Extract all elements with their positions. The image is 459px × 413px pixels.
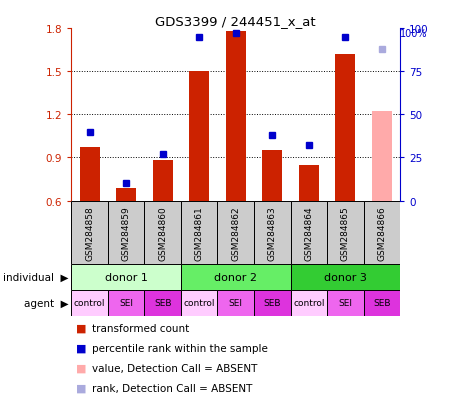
Text: control: control: [73, 299, 105, 308]
Text: ■: ■: [76, 363, 86, 373]
Text: individual  ▶: individual ▶: [4, 272, 69, 282]
Bar: [335, 55, 355, 201]
Bar: [180, 201, 217, 264]
Bar: [144, 290, 180, 316]
Bar: [253, 290, 290, 316]
Bar: [363, 290, 399, 316]
Bar: [290, 201, 326, 264]
Bar: [253, 201, 290, 264]
Text: GSM284863: GSM284863: [267, 205, 276, 260]
Bar: [298, 165, 318, 201]
Text: donor 3: donor 3: [323, 272, 366, 282]
Text: rank, Detection Call = ABSENT: rank, Detection Call = ABSENT: [92, 383, 252, 393]
Text: control: control: [183, 299, 214, 308]
Text: donor 2: donor 2: [214, 272, 257, 282]
Text: SEB: SEB: [154, 299, 171, 308]
Text: SEB: SEB: [263, 299, 280, 308]
Bar: [107, 201, 144, 264]
Text: SEI: SEI: [338, 299, 352, 308]
Bar: [326, 290, 363, 316]
Bar: [217, 201, 253, 264]
Bar: [152, 161, 172, 201]
Text: GSM284859: GSM284859: [121, 205, 130, 260]
Bar: [225, 32, 245, 201]
Bar: [290, 290, 326, 316]
Text: GSM284865: GSM284865: [340, 205, 349, 260]
Text: GSM284862: GSM284862: [231, 205, 240, 260]
Title: GDS3399 / 244451_x_at: GDS3399 / 244451_x_at: [155, 15, 315, 28]
Text: GSM284861: GSM284861: [194, 205, 203, 260]
Bar: [107, 290, 144, 316]
Bar: [180, 264, 290, 290]
Bar: [217, 290, 253, 316]
Text: GSM284860: GSM284860: [158, 205, 167, 260]
Bar: [71, 201, 107, 264]
Bar: [290, 264, 399, 290]
Bar: [262, 151, 282, 201]
Text: GSM284864: GSM284864: [304, 205, 313, 260]
Bar: [71, 264, 180, 290]
Text: transformed count: transformed count: [92, 323, 189, 333]
Bar: [326, 201, 363, 264]
Text: value, Detection Call = ABSENT: value, Detection Call = ABSENT: [92, 363, 257, 373]
Text: ■: ■: [76, 343, 86, 353]
Text: SEB: SEB: [372, 299, 390, 308]
Text: percentile rank within the sample: percentile rank within the sample: [92, 343, 267, 353]
Bar: [189, 72, 209, 201]
Text: GSM284866: GSM284866: [376, 205, 386, 260]
Text: SEI: SEI: [228, 299, 242, 308]
Bar: [180, 290, 217, 316]
Text: agent  ▶: agent ▶: [24, 298, 69, 308]
Text: GSM284858: GSM284858: [85, 205, 94, 260]
Bar: [71, 290, 107, 316]
Bar: [371, 112, 391, 201]
Bar: [79, 148, 100, 201]
Text: ■: ■: [76, 383, 86, 393]
Bar: [363, 201, 399, 264]
Text: control: control: [292, 299, 324, 308]
Text: donor 1: donor 1: [105, 272, 147, 282]
Text: 100%: 100%: [399, 29, 427, 39]
Text: SEI: SEI: [119, 299, 133, 308]
Text: ■: ■: [76, 323, 86, 333]
Bar: [144, 201, 180, 264]
Bar: [116, 188, 136, 201]
